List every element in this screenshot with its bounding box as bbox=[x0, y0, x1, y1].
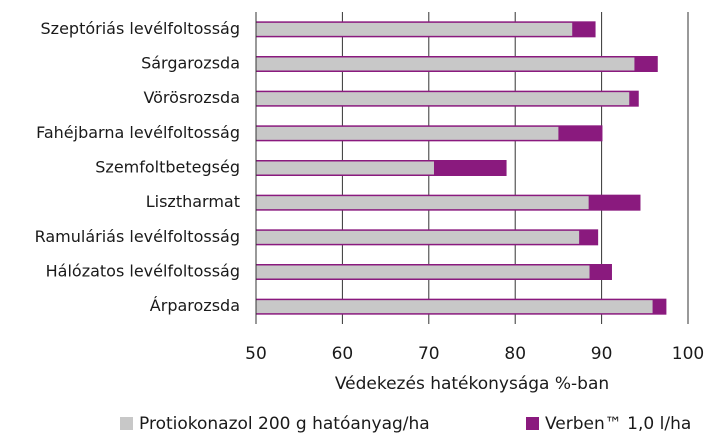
bar bbox=[256, 196, 589, 210]
bar bbox=[256, 126, 559, 140]
y-tick-label: Sárgarozsda bbox=[141, 54, 240, 73]
bar bbox=[256, 161, 434, 175]
x-tick-label: 50 bbox=[245, 344, 267, 364]
y-tick-label: Hálózatos levélfoltosság bbox=[46, 262, 240, 281]
bar bbox=[256, 300, 653, 314]
y-tick-label: Lisztharmat bbox=[146, 192, 240, 211]
bar bbox=[256, 57, 635, 71]
x-tick-label: 90 bbox=[591, 344, 613, 364]
bar bbox=[256, 22, 573, 36]
x-tick-label: 100 bbox=[672, 344, 704, 364]
bar bbox=[256, 92, 630, 106]
bar bbox=[256, 265, 590, 279]
y-tick-label: Árparozsda bbox=[150, 296, 240, 315]
bar bbox=[256, 230, 580, 244]
x-tick-label: 70 bbox=[418, 344, 440, 364]
legend-label: Protiokonazol 200 g hatóanyag/ha bbox=[139, 414, 430, 434]
legend-swatch bbox=[120, 417, 133, 430]
y-tick-label: Szemfoltbetegség bbox=[95, 158, 240, 177]
x-tick-label: 60 bbox=[332, 344, 354, 364]
y-tick-label: Szeptóriás levélfoltosság bbox=[41, 19, 240, 38]
legend-swatch bbox=[526, 417, 539, 430]
x-tick-label: 80 bbox=[504, 344, 526, 364]
y-tick-label: Vörösrozsda bbox=[143, 88, 240, 107]
legend-label: Verben™ 1,0 l/ha bbox=[545, 414, 691, 434]
y-tick-label: Ramuláriás levélfoltosság bbox=[35, 227, 240, 246]
x-axis-label: Védekezés hatékonysága %-ban bbox=[335, 374, 609, 394]
y-tick-label: Fahéjbarna levélfoltosság bbox=[36, 123, 240, 142]
